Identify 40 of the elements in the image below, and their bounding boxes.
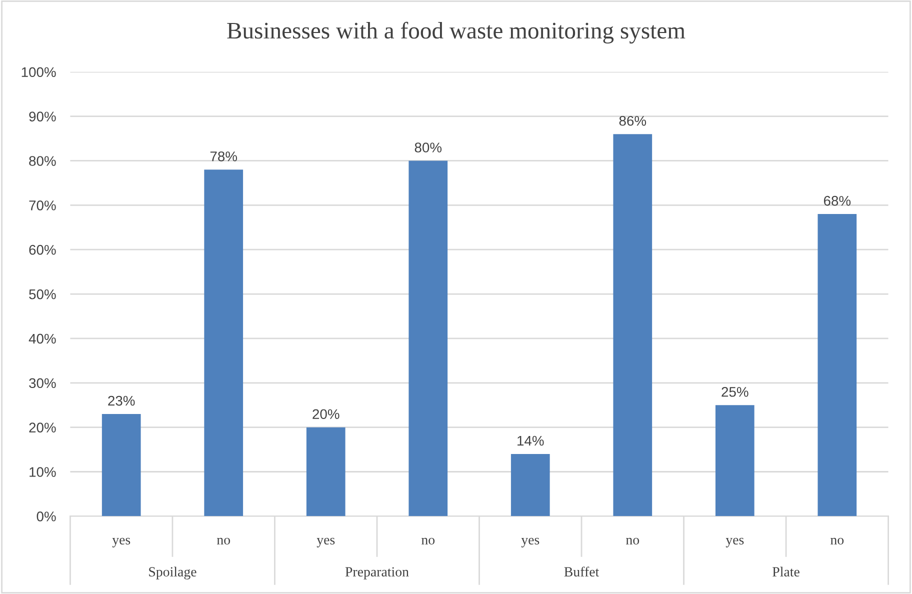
x-tick-label: yes — [726, 538, 744, 548]
y-tick-label: 30% — [29, 378, 56, 388]
data-label: 25% — [722, 386, 748, 397]
y-tick-label: 70% — [29, 200, 56, 210]
y-tick-label: 80% — [29, 156, 56, 166]
x-tick-label: no — [422, 538, 435, 545]
y-tick-label: 10% — [30, 467, 56, 477]
data-label: 23% — [108, 396, 135, 406]
text: Buffet — [564, 566, 600, 577]
data-label: 20% — [312, 409, 340, 420]
data-label: 86% — [619, 116, 646, 126]
bar — [204, 170, 244, 516]
bar — [613, 134, 652, 516]
bar — [818, 214, 857, 516]
x-tick-label: yes — [112, 538, 130, 548]
y-tick-label: 40% — [28, 334, 56, 344]
text: Preparation — [345, 567, 409, 580]
y-tick-label: 0% — [36, 512, 56, 522]
data-label: 80% — [414, 142, 442, 152]
x-tick-label: yes — [316, 538, 335, 548]
text: Spoilage — [149, 566, 196, 580]
x-tick-label: yes — [521, 538, 540, 548]
data-label: 68% — [824, 196, 851, 206]
y-tick-label: 20% — [29, 422, 56, 432]
x-tick-label: no — [216, 538, 230, 545]
data-label: 14% — [518, 436, 544, 446]
text: Plate — [772, 566, 800, 577]
y-tick-label: 50% — [29, 289, 56, 300]
bar — [306, 427, 346, 516]
bar — [102, 414, 141, 516]
bar — [715, 405, 754, 516]
y-tick-label: 100% — [22, 67, 56, 78]
x-tick-label: no — [830, 538, 844, 545]
y-tick-label: 60% — [29, 244, 56, 255]
chart-title: Businesses with a food waste monitoring system — [227, 22, 686, 44]
y-tick-label: 90% — [29, 112, 56, 122]
bar — [408, 160, 448, 516]
bar — [510, 454, 550, 516]
x-tick-label: no — [626, 538, 640, 545]
data-label: 78% — [210, 151, 238, 162]
